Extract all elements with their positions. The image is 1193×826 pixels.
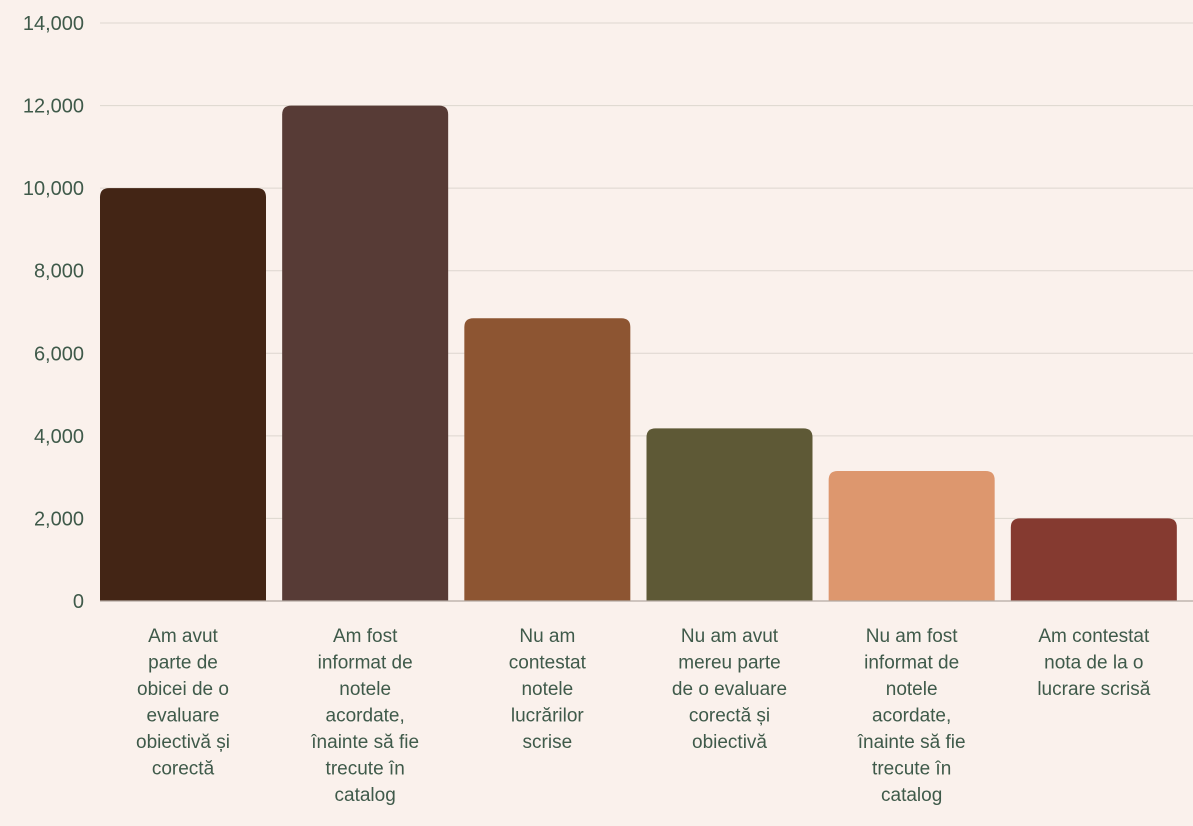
y-tick-label: 12,000 [23,96,84,118]
y-tick-label: 2,000 [34,508,84,530]
bar [464,318,631,601]
bar [1010,518,1177,601]
x-axis-labels: Am avut parte de obicei de o evaluare obiect… [136,626,1151,806]
bar [828,470,995,601]
bars [100,105,1177,602]
y-tick-label: 6,000 [34,343,84,365]
y-tick-label: 0 [73,591,84,613]
bar [646,428,813,601]
x-category-label: Nu am fost informat de notele acordate, înai… [857,626,966,806]
y-tick-label: 14,000 [23,13,84,35]
y-axis-ticks: 0 2,000 4,000 6,000 8,000 10,000 12,000 14,000 [23,13,84,613]
x-category-label: Am fost informat de notele acordate, înainte… [310,626,419,806]
y-tick-label: 4,000 [34,426,84,448]
bar [100,188,266,601]
y-tick-label: 8,000 [34,261,84,283]
x-category-label: Am contestat nota de la o lucrare scrisă [1037,626,1150,700]
x-category-label: Am avut parte de obicei de o evaluare obiect… [136,626,230,780]
x-category-label: Nu am avut mereu parte de o evaluare corect… [672,626,787,753]
bar [282,105,449,602]
x-category-label: Nu am contestat notele lucrărilor scrise [509,626,587,753]
y-tick-label: 10,000 [23,178,84,200]
